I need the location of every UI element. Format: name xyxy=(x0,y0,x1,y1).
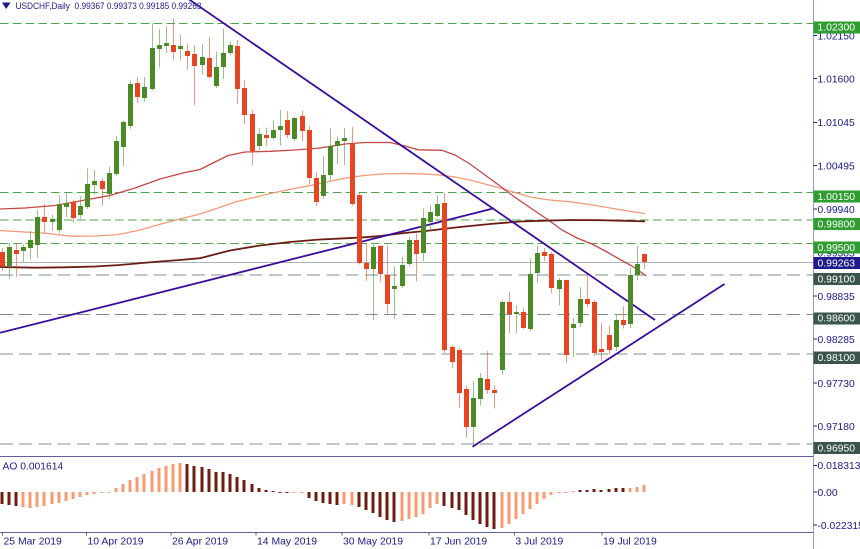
svg-text:26 Apr 2019: 26 Apr 2019 xyxy=(172,536,228,547)
svg-text:1.01045: 1.01045 xyxy=(818,118,855,129)
svg-text:0.98100: 0.98100 xyxy=(818,353,856,364)
svg-text:0.99500: 0.99500 xyxy=(818,243,856,254)
svg-text:1.00150: 1.00150 xyxy=(818,192,856,203)
svg-text:0.98285: 0.98285 xyxy=(818,335,855,346)
svg-text:30 May 2019: 30 May 2019 xyxy=(343,536,403,547)
svg-text:3 Jul 2019: 3 Jul 2019 xyxy=(515,536,563,547)
svg-text:1.01600: 1.01600 xyxy=(818,75,855,86)
svg-text:USDCHF,Daily 0.99367 0.99373: USDCHF,Daily 0.99367 0.99373 0.99185 0.9… xyxy=(16,1,202,12)
svg-text:1.02300: 1.02300 xyxy=(818,23,856,34)
svg-text:AO 0.001614: AO 0.001614 xyxy=(3,461,64,472)
svg-text:0.99100: 0.99100 xyxy=(818,274,856,285)
svg-text:17 Jun 2019: 17 Jun 2019 xyxy=(430,536,487,547)
svg-text:0.99263: 0.99263 xyxy=(818,258,856,269)
svg-text:10 Apr 2019: 10 Apr 2019 xyxy=(88,536,144,547)
svg-text:0.97730: 0.97730 xyxy=(818,379,855,390)
svg-text:0.99385: 0.99385 xyxy=(818,249,855,260)
svg-text:0.018313: 0.018313 xyxy=(818,461,860,472)
svg-text:19 Jul 2019: 19 Jul 2019 xyxy=(603,536,657,547)
svg-text:1.00495: 1.00495 xyxy=(818,161,855,172)
svg-text:14 May 2019: 14 May 2019 xyxy=(257,536,317,547)
svg-text:0.96950: 0.96950 xyxy=(818,443,856,454)
svg-text:25 Mar 2019: 25 Mar 2019 xyxy=(4,536,63,547)
svg-text:1.02150: 1.02150 xyxy=(818,31,855,42)
svg-text:0.98835: 0.98835 xyxy=(818,292,855,303)
svg-text:0.00: 0.00 xyxy=(818,488,838,499)
svg-text:0.98600: 0.98600 xyxy=(818,314,856,325)
svg-text:-0.022315: -0.022315 xyxy=(818,521,860,532)
svg-text:0.97180: 0.97180 xyxy=(818,422,855,433)
svg-text:0.99800: 0.99800 xyxy=(818,219,856,230)
svg-text:0.99940: 0.99940 xyxy=(818,205,855,216)
